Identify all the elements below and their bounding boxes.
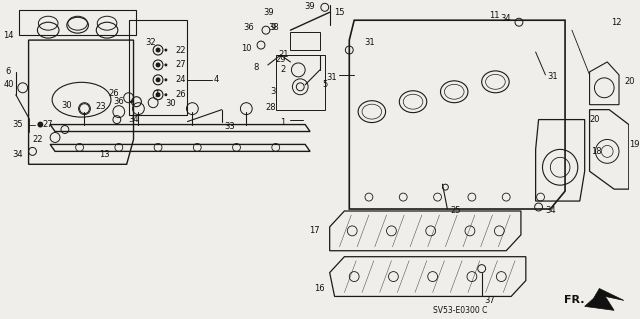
Text: 36: 36 [243, 23, 254, 32]
Text: 20: 20 [589, 115, 600, 124]
Circle shape [156, 63, 161, 67]
Text: 31: 31 [547, 72, 558, 81]
Circle shape [156, 92, 161, 97]
Text: 26: 26 [176, 90, 186, 99]
Circle shape [164, 93, 167, 96]
Text: 1: 1 [280, 118, 285, 127]
Text: 12: 12 [611, 18, 621, 27]
Text: 34: 34 [500, 14, 511, 23]
Circle shape [156, 77, 161, 82]
Text: 40: 40 [3, 80, 14, 89]
Bar [291, 32, 320, 50]
Text: 35: 35 [12, 120, 22, 129]
Text: 28: 28 [265, 103, 276, 112]
Text: 34: 34 [129, 115, 140, 124]
Text: FR.: FR. [564, 295, 584, 305]
Circle shape [164, 78, 167, 81]
Text: 34: 34 [545, 206, 556, 216]
Text: 19: 19 [629, 140, 639, 149]
Text: 25: 25 [451, 206, 461, 216]
Text: 39: 39 [305, 2, 315, 11]
Bar [129, 20, 188, 115]
Text: 26: 26 [108, 89, 119, 98]
Text: 32: 32 [145, 38, 156, 47]
Polygon shape [585, 288, 624, 310]
Text: 23: 23 [95, 102, 106, 111]
Text: 13: 13 [99, 150, 110, 159]
Text: 6: 6 [6, 67, 11, 76]
Text: 17: 17 [309, 226, 320, 235]
Text: 33: 33 [225, 122, 236, 131]
Text: 29: 29 [275, 56, 285, 64]
Text: 21: 21 [278, 49, 289, 58]
Text: 14: 14 [3, 31, 14, 40]
Text: 30: 30 [165, 99, 175, 108]
Circle shape [164, 63, 167, 66]
Text: 31: 31 [364, 38, 374, 47]
Text: 4: 4 [214, 75, 219, 84]
Text: 36: 36 [113, 97, 124, 106]
Text: 31: 31 [326, 73, 337, 82]
Text: 22: 22 [176, 46, 186, 55]
Text: 9: 9 [271, 23, 276, 32]
Text: 27: 27 [42, 120, 53, 129]
Text: 30: 30 [61, 101, 72, 110]
Text: 15: 15 [335, 8, 345, 17]
Text: 16: 16 [314, 284, 324, 293]
Text: 11: 11 [490, 11, 500, 20]
Circle shape [164, 48, 167, 52]
Text: 2: 2 [280, 65, 285, 74]
Bar [276, 55, 324, 110]
Text: SV53-E0300 C: SV53-E0300 C [433, 306, 487, 315]
Text: 37: 37 [484, 296, 495, 305]
Text: 7: 7 [153, 90, 159, 99]
Text: 38: 38 [268, 23, 278, 32]
Circle shape [130, 100, 133, 103]
Circle shape [156, 48, 161, 53]
Text: 18: 18 [591, 147, 602, 156]
Text: 20: 20 [625, 77, 636, 86]
Text: 34: 34 [12, 150, 22, 159]
Circle shape [37, 122, 44, 128]
Text: 24: 24 [176, 75, 186, 84]
Text: 3: 3 [270, 87, 276, 96]
Text: 22: 22 [33, 135, 44, 144]
Text: 5: 5 [323, 80, 328, 89]
Text: 8: 8 [253, 63, 259, 72]
Text: 10: 10 [241, 44, 252, 53]
Text: 39: 39 [263, 8, 274, 17]
Text: 27: 27 [176, 60, 186, 70]
